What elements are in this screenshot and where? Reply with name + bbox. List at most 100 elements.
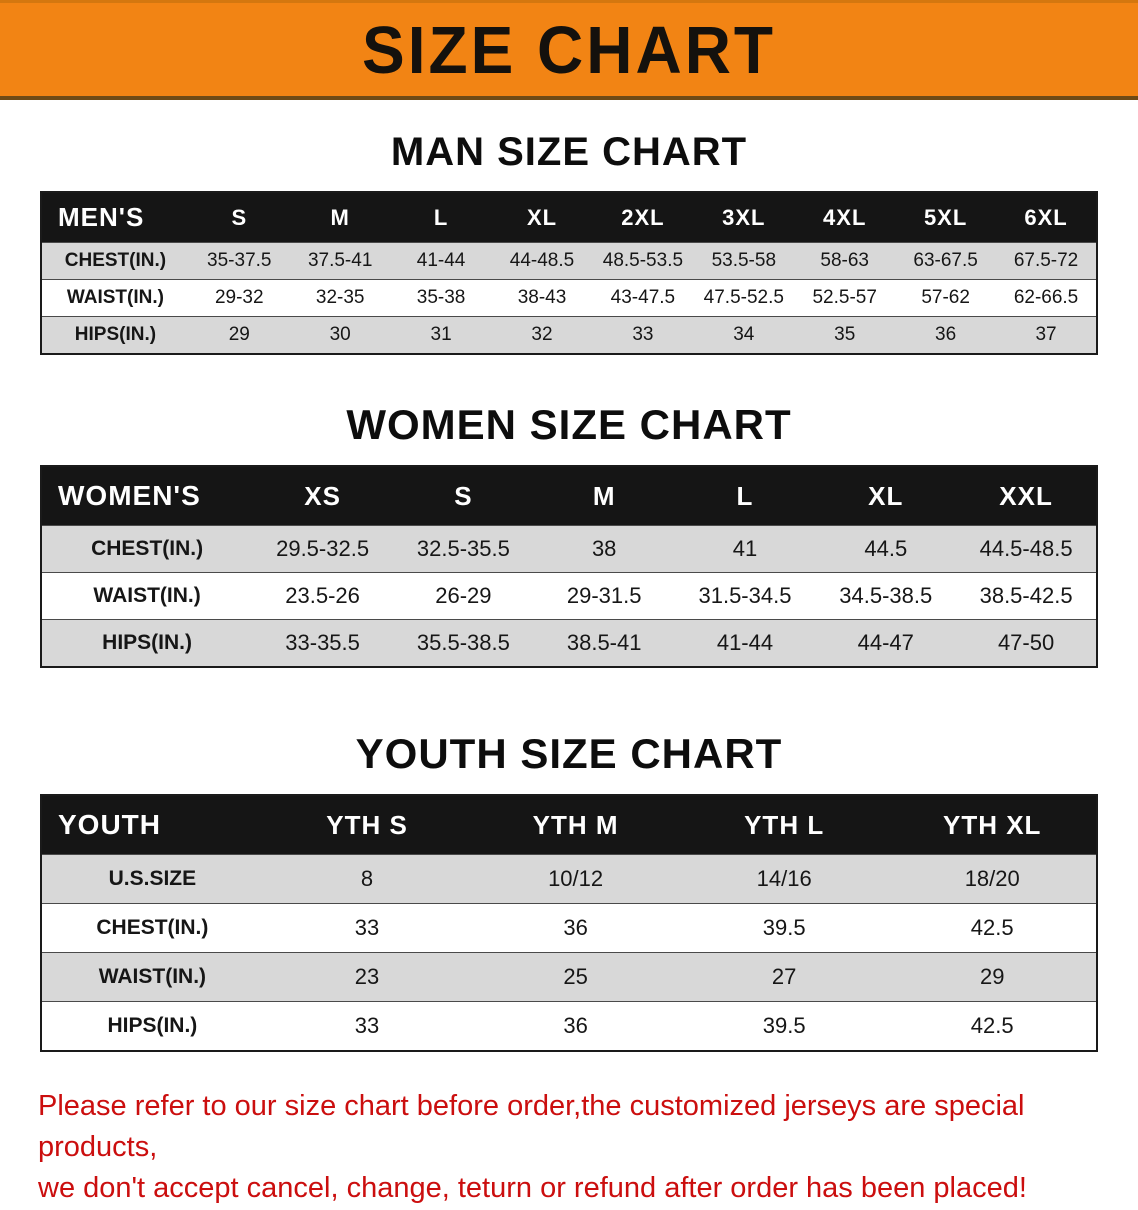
disclaimer-line-1: Please refer to our size chart before or… — [38, 1090, 1025, 1164]
size-value: 41-44 — [416, 250, 466, 271]
size-value: 29.5-32.5 — [276, 536, 370, 561]
measurement-row: WAIST(IN.) 23 25 27 29 — [41, 952, 1097, 1002]
youth-size-table: YOUTH YTH S YTH M YTH L YTH XL U.S.SIZE 8 10/12… — [40, 794, 1098, 1052]
size-value: 29 — [228, 324, 250, 345]
size-column-header: M — [289, 192, 391, 243]
size-value: 52.5-57 — [812, 287, 877, 308]
size-value: 34 — [733, 324, 755, 345]
size-column-header: L — [390, 192, 492, 243]
size-value: 33 — [354, 915, 380, 940]
youth-section-heading: YOUTH SIZE CHART — [355, 730, 783, 777]
size-value: 67.5-72 — [1013, 250, 1079, 271]
measurement-row: HIPS(IN.) 29 30 31 32 33 34 35 36 37 — [41, 316, 1097, 354]
size-value: 38 — [591, 536, 617, 561]
size-value: 35 — [834, 324, 856, 345]
mens-section: MAN SIZE CHART MEN'S S M L XL 2XL 3XL 4XL 5XL 6XL… — [0, 130, 1138, 355]
size-value: 18/20 — [964, 866, 1020, 891]
size-column-header: 4XL — [794, 192, 896, 243]
measurement-row: U.S.SIZE 8 10/12 14/16 18/20 — [41, 854, 1097, 904]
table-header-row: MEN'S S M L XL 2XL 3XL 4XL 5XL 6XL — [41, 192, 1097, 243]
size-value: 33-35.5 — [285, 630, 360, 655]
womens-section: WOMEN SIZE CHART WOMEN'S XS S M L XL XXL CHEST(… — [0, 401, 1138, 668]
size-value: 23.5-26 — [285, 583, 360, 608]
size-value: 10/12 — [548, 866, 604, 891]
womens-size-table: WOMEN'S XS S M L XL XXL CHEST(IN.) 29.5-32.5 32.5… — [40, 465, 1098, 668]
size-value: 32.5-35.5 — [416, 536, 510, 561]
size-value: 48.5-53.5 — [602, 250, 684, 271]
size-value: 29-31.5 — [566, 583, 642, 608]
measurement-label: WAIST(IN.) — [66, 287, 164, 308]
measurement-label: HIPS(IN.) — [74, 324, 157, 345]
youth-section: YOUTH SIZE CHART YOUTH YTH S YTH M YTH L YTH… — [0, 730, 1138, 1052]
size-value: 42.5 — [970, 1013, 1014, 1038]
size-value: 34.5-38.5 — [839, 583, 933, 608]
measurement-label: HIPS(IN.) — [102, 631, 193, 654]
size-column-header: S — [392, 466, 534, 526]
size-value: 44-47 — [857, 630, 914, 655]
size-value: 37 — [1035, 324, 1057, 345]
measurement-label: WAIST(IN.) — [93, 584, 201, 607]
size-value: 44.5-48.5 — [979, 536, 1073, 561]
size-column-header: XS — [252, 466, 393, 526]
size-value: 47-50 — [997, 630, 1055, 655]
size-column-header: 2XL — [592, 192, 694, 243]
measurement-label: CHEST(IN.) — [96, 916, 209, 939]
table-corner-label: WOMEN'S — [41, 466, 253, 526]
page-title: SIZE CHART — [362, 11, 776, 88]
size-value: 14/16 — [756, 866, 812, 891]
size-value: 57-62 — [921, 287, 970, 308]
size-column-header: M — [533, 466, 675, 526]
size-value: 23 — [354, 964, 380, 989]
table-corner-label: YOUTH — [41, 795, 263, 855]
size-value: 31 — [430, 324, 452, 345]
size-value: 35.5-38.5 — [416, 630, 510, 655]
size-value: 32 — [531, 324, 553, 345]
table-corner-label: MEN'S — [41, 192, 189, 243]
size-value: 33 — [632, 324, 654, 345]
size-column-header: XL — [491, 192, 593, 243]
size-value: 37.5-41 — [307, 250, 373, 271]
measurement-label: WAIST(IN.) — [98, 965, 207, 988]
table-header-row: WOMEN'S XS S M L XL XXL — [41, 466, 1097, 526]
size-value: 27 — [771, 964, 797, 989]
mens-size-table: MEN'S S M L XL 2XL 3XL 4XL 5XL 6XL CHEST(IN.) 35-37… — [40, 191, 1098, 355]
size-value: 63-67.5 — [913, 250, 978, 271]
size-value: 38.5-41 — [566, 630, 642, 655]
size-value: 8 — [360, 866, 374, 891]
size-value: 29 — [979, 964, 1005, 989]
size-value: 31.5-34.5 — [698, 583, 792, 608]
size-column-header: XXL — [956, 466, 1097, 526]
measurement-label: CHEST(IN.) — [91, 537, 204, 560]
size-column-header: S — [188, 192, 290, 243]
size-value: 36 — [563, 1013, 588, 1038]
measurement-row: CHEST(IN.) 29.5-32.5 32.5-35.5 38 41 44.5 44.5… — [41, 525, 1097, 573]
size-value: 36 — [563, 915, 588, 940]
size-value: 39.5 — [762, 1013, 806, 1038]
table-header-row: YOUTH YTH S YTH M YTH L YTH XL — [41, 795, 1097, 855]
size-value: 38-43 — [517, 287, 567, 308]
measurement-label: HIPS(IN.) — [107, 1014, 198, 1037]
size-value: 26-29 — [435, 583, 492, 608]
size-value: 35-38 — [416, 287, 466, 308]
size-value: 47.5-52.5 — [703, 287, 784, 308]
size-value: 62-66.5 — [1013, 287, 1079, 308]
size-value: 30 — [329, 324, 351, 345]
size-value: 29-32 — [214, 287, 264, 308]
disclaimer-text: Please refer to our size chart before or… — [38, 1086, 1100, 1210]
disclaimer-line-2: we don't accept cancel, change, teturn o… — [38, 1172, 1027, 1205]
measurement-label: U.S.SIZE — [108, 867, 197, 890]
size-column-header: 3XL — [693, 192, 795, 243]
size-column-header: YTH M — [471, 795, 680, 855]
measurement-row: WAIST(IN.) 29-32 32-35 35-38 38-43 43-47.5 47.… — [41, 279, 1097, 317]
size-column-header: YTH S — [262, 795, 472, 855]
size-chart-banner: SIZE CHART — [0, 0, 1138, 100]
size-value: 33 — [354, 1013, 380, 1038]
size-column-header: YTH XL — [888, 795, 1097, 855]
measurement-row: CHEST(IN.) 35-37.5 37.5-41 41-44 44-48.5 48.5… — [41, 242, 1097, 280]
size-value: 36 — [935, 324, 957, 345]
measurement-label: CHEST(IN.) — [64, 250, 167, 271]
size-value: 41 — [732, 536, 758, 561]
size-value: 32-35 — [315, 287, 365, 308]
size-column-header: YTH L — [679, 795, 889, 855]
womens-section-heading: WOMEN SIZE CHART — [346, 401, 792, 448]
